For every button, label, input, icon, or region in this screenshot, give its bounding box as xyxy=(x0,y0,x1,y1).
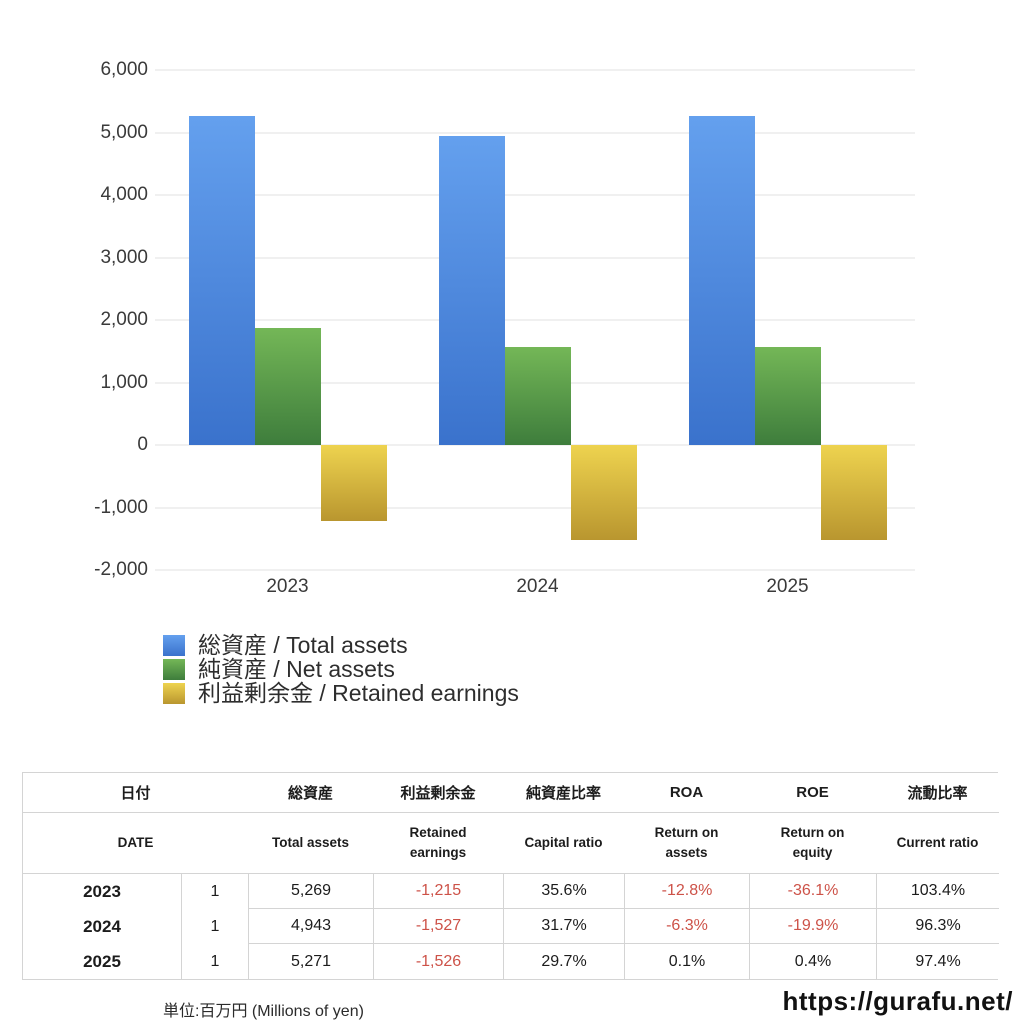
gridline xyxy=(155,131,915,134)
y-axis-tick-label: -1,000 xyxy=(94,496,148,518)
table-cell-month: 1 xyxy=(181,909,248,944)
bar-retained-earnings-2024 xyxy=(570,445,637,541)
bar-net-assets-2024 xyxy=(504,347,571,445)
legend-label: 総資産 / Total assets xyxy=(198,632,408,658)
table-cell-value: 29.7% xyxy=(503,944,624,979)
legend-label: 純資産 / Net assets xyxy=(198,656,395,682)
bar-total-assets-2024 xyxy=(438,136,505,445)
legend-item: 利益剰余金 / Retained earnings xyxy=(163,681,519,705)
table-header-en: DATE xyxy=(23,813,248,874)
gridline xyxy=(155,194,915,196)
y-axis-tick-label: 6,000 xyxy=(100,59,148,80)
table-cell-value: -19.9% xyxy=(749,909,876,944)
table-header-en: Return on equity xyxy=(749,813,876,874)
table-cell-month: 1 xyxy=(181,874,248,909)
table-cell-value: -6.3% xyxy=(624,909,749,944)
table-cell-value: 0.4% xyxy=(749,944,876,979)
unit-note: 単位:百万円 (Millions of yen) xyxy=(163,1003,364,1020)
y-axis-tick-label: 3,000 xyxy=(100,246,148,268)
table-header-en: Capital ratio xyxy=(503,813,624,874)
y-axis-tick-label: 1,000 xyxy=(100,371,148,393)
table-cell-year: 2024 xyxy=(23,909,181,944)
table-header-en: Current ratio xyxy=(876,813,999,874)
table-header-ja: 総資産 xyxy=(248,773,373,813)
table-cell-value: -36.1% xyxy=(749,874,876,909)
table-cell-value: -1,215 xyxy=(373,874,503,909)
table-header-en: Total assets xyxy=(248,813,373,874)
table-cell-value: 31.7% xyxy=(503,909,624,944)
table-header-ja: ROA xyxy=(624,773,749,813)
table-header-ja: 利益剰余金 xyxy=(373,773,503,813)
table-cell-value: 97.4% xyxy=(876,944,999,979)
table-cell-year: 2025 xyxy=(23,944,181,979)
table-cell-value: 96.3% xyxy=(876,909,999,944)
y-axis-tick-label: 5,000 xyxy=(100,121,148,143)
table-header-ja: 流動比率 xyxy=(876,773,999,813)
gridline xyxy=(155,506,915,509)
bar-total-assets-2023 xyxy=(188,115,255,445)
y-axis-tick-label: -2,000 xyxy=(94,559,148,580)
x-axis-label: 2025 xyxy=(766,576,809,597)
table-cell-value: 0.1% xyxy=(624,944,749,979)
bar-total-assets-2025 xyxy=(688,115,755,445)
table-cell-value: -12.8% xyxy=(624,874,749,909)
legend-swatch-retained-earnings xyxy=(163,682,185,704)
bar-retained-earnings-2023 xyxy=(320,445,387,521)
gridline xyxy=(155,569,915,571)
bar-retained-earnings-2025 xyxy=(820,445,887,541)
gridline xyxy=(155,444,915,446)
table-cell-value: 4,943 xyxy=(248,909,373,944)
y-axis-tick-label: 2,000 xyxy=(100,309,148,330)
bar-chart: 6,000 5,000 4,000 3,000 2,000 1,000 0 -1,000 -2,… xyxy=(94,59,915,597)
legend-label: 利益剰余金 / Retained earnings xyxy=(198,680,519,706)
table-cell-value: -1,526 xyxy=(373,944,503,979)
legend-item: 総資産 / Total assets xyxy=(163,633,519,657)
x-axis-label: 2023 xyxy=(266,576,309,597)
chart-legend: 総資産 / Total assets 純資産 / Net assets 利益剰余金 … xyxy=(163,633,519,705)
table-cell-value: -1,527 xyxy=(373,909,503,944)
gridline xyxy=(155,69,915,71)
table-header-ja: 日付 xyxy=(23,773,248,813)
legend-swatch-total-assets xyxy=(163,634,185,656)
financial-table: 日付 総資産 利益剰余金 純資産比率 ROA ROE 流動比率 DATE Total asset… xyxy=(22,772,999,980)
bar-net-assets-2023 xyxy=(254,327,321,445)
table-header-en: Return on assets xyxy=(624,813,749,874)
bar-net-assets-2025 xyxy=(754,347,821,445)
table-cell-value: 5,271 xyxy=(248,944,373,979)
table-cell-year: 2023 xyxy=(23,874,181,909)
y-axis-tick-label: 0 xyxy=(137,434,148,455)
table-header-ja: ROE xyxy=(749,773,876,813)
table-cell-value: 5,269 xyxy=(248,874,373,909)
gridline xyxy=(155,319,915,321)
table-cell-value: 35.6% xyxy=(503,874,624,909)
table-cell-value: 103.4% xyxy=(876,874,999,909)
gridline xyxy=(155,256,915,259)
table-header-en: Retained earnings xyxy=(373,813,503,874)
y-axis-tick-label: 4,000 xyxy=(100,184,148,205)
site-url-link[interactable]: https://gurafu.net/ xyxy=(782,986,1013,1016)
x-axis-label: 2024 xyxy=(516,576,559,597)
table-header-ja: 純資産比率 xyxy=(503,773,624,813)
legend-swatch-net-assets xyxy=(163,658,185,680)
legend-item: 純資産 / Net assets xyxy=(163,657,519,681)
table-cell-month: 1 xyxy=(181,944,248,979)
